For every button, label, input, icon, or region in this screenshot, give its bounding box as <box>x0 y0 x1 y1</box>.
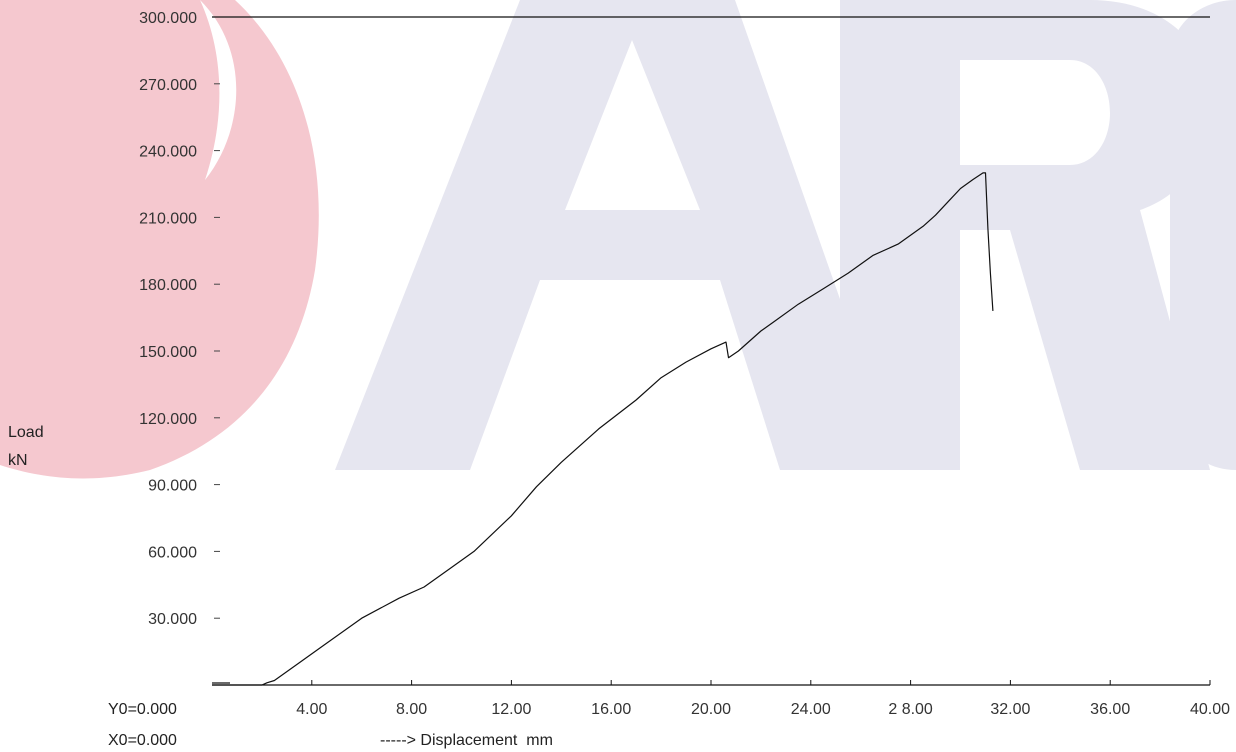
watermark-letter-r <box>840 0 1210 470</box>
x-axis-ticks: 4.00 8.00 12.00 16.00 20.00 24.00 2 8.00 32.00 3… <box>296 680 1230 718</box>
x-tick-label: 16.00 <box>591 701 631 718</box>
x-tick-label: 32.00 <box>990 701 1030 718</box>
x-tick-label: 4.00 <box>296 701 327 718</box>
y-tick-label: 90.000 <box>148 478 197 495</box>
y0-label: Y0=0.000 <box>108 701 177 718</box>
y-tick-label: 120.000 <box>139 411 197 428</box>
x-tick-label: 36.00 <box>1090 701 1130 718</box>
watermark-letter-a <box>335 0 900 470</box>
y-axis-label-unit: kN <box>8 452 28 469</box>
watermark-red-crescent <box>0 0 319 479</box>
y-tick-label: 150.000 <box>139 344 197 361</box>
x-tick-label: 2 8.00 <box>888 701 933 718</box>
x-tick-label: 20.00 <box>691 701 731 718</box>
y-tick-label: 240.000 <box>139 144 197 161</box>
x-tick-label: 40.00 <box>1190 701 1230 718</box>
y-tick-label: 300.000 <box>139 10 197 27</box>
y-axis-ticks: 30.000 60.000 90.000 120.000 150.000 180.000 2… <box>139 10 220 628</box>
y-tick-label: 270.000 <box>139 77 197 94</box>
x-tick-label: 8.00 <box>396 701 427 718</box>
y-axis-label-load: Load <box>8 424 44 441</box>
watermark-logo <box>0 0 1236 479</box>
y-tick-label: 60.000 <box>148 544 197 561</box>
x-tick-label: 24.00 <box>791 701 831 718</box>
x0-label: X0=0.000 <box>108 732 177 749</box>
x-axis-label: -----> Displacement mm <box>380 732 553 749</box>
x-tick-label: 12.00 <box>491 701 531 718</box>
y-tick-label: 180.000 <box>139 277 197 294</box>
series-line-load <box>212 172 994 686</box>
watermark-letter-c <box>1170 0 1236 470</box>
y-tick-label: 210.000 <box>139 210 197 227</box>
y-tick-label: 30.000 <box>148 611 197 628</box>
